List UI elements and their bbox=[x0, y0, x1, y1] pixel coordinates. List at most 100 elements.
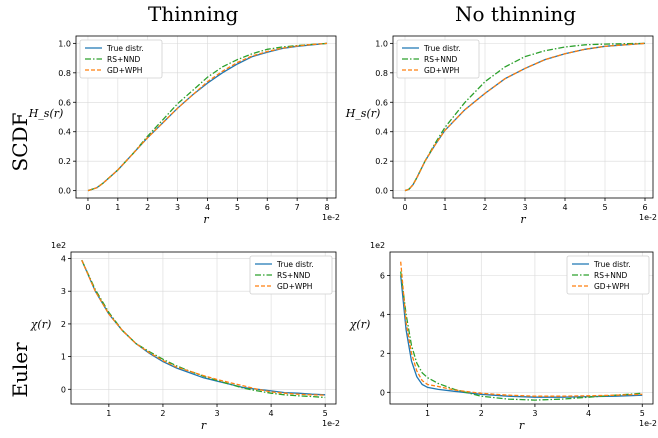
x-tick-label: 2 bbox=[482, 203, 487, 212]
x-tick-label: 3 bbox=[175, 203, 180, 212]
y-axis-label: H_s(r) bbox=[345, 107, 381, 120]
y-axis-label: χ(r) bbox=[30, 318, 52, 331]
x-tick-label: 4 bbox=[562, 203, 567, 212]
x-tick-label: 6 bbox=[642, 203, 647, 212]
column-title-no-thinning: No thinning bbox=[455, 2, 577, 26]
y-tick-label: 0.6 bbox=[58, 98, 71, 107]
x-tick-label: 2 bbox=[160, 409, 165, 418]
x-axis-label: r bbox=[519, 419, 525, 432]
legend: True distr. RS+NND GD+WPH bbox=[566, 255, 650, 295]
legend-label: True distr. bbox=[593, 260, 631, 269]
x-tick-label: 0 bbox=[85, 203, 90, 212]
legend-label: GD+WPH bbox=[594, 282, 629, 291]
y-tick-label: 0.0 bbox=[375, 187, 388, 196]
series-line-rs-nnd bbox=[400, 271, 643, 401]
y-tick-label: 6 bbox=[380, 271, 385, 280]
y-tick-label: 0.8 bbox=[58, 69, 71, 78]
panel-top-left: 0 1 2 3 4 5 6 7 8 0.0 0.2 0.4 0.6 0.8 1.0 1e-2 r H_s(r) Tr… bbox=[28, 35, 340, 226]
y-offset-label: 1e2 bbox=[51, 241, 66, 250]
axes-frame bbox=[75, 35, 337, 199]
series-line-true-distr- bbox=[400, 275, 643, 398]
x-axis-label: r bbox=[201, 419, 207, 432]
legend-box bbox=[249, 255, 333, 295]
legend-box bbox=[79, 39, 163, 79]
x-tick-label: 7 bbox=[295, 203, 300, 212]
legend-box bbox=[566, 255, 650, 295]
y-tick-label: 1.0 bbox=[375, 39, 388, 48]
y-tick-label: 0.2 bbox=[58, 157, 71, 166]
series-line-gd-wph bbox=[81, 259, 326, 396]
panel-bottom-left: 1 2 3 4 5 0 1 2 3 4 1e-2 1e2 r χ(r) True distr. RS+NND G… bbox=[30, 241, 340, 432]
y-tick-label: 0.8 bbox=[375, 69, 388, 78]
x-tick-label: 4 bbox=[205, 203, 210, 212]
axes-frame bbox=[389, 251, 654, 405]
y-tick-label: 3 bbox=[61, 287, 66, 296]
x-tick-label: 5 bbox=[323, 409, 328, 418]
legend: True distr. RS+NND GD+WPH bbox=[396, 39, 480, 79]
y-tick-label: 2 bbox=[61, 320, 66, 329]
x-offset-label: 1e-2 bbox=[322, 213, 340, 222]
y-axis-label: H_s(r) bbox=[28, 107, 64, 120]
y-tick-label: 2 bbox=[380, 349, 385, 358]
column-title-thinning: Thinning bbox=[148, 2, 239, 26]
legend-box bbox=[396, 39, 480, 79]
x-tick-label: 2 bbox=[145, 203, 150, 212]
legend-label: RS+NND bbox=[424, 55, 457, 64]
x-tick-label: 4 bbox=[586, 409, 591, 418]
legend-label: True distr. bbox=[106, 44, 144, 53]
legend-label: True distr. bbox=[423, 44, 461, 53]
series-line-gd-wph bbox=[400, 261, 643, 397]
x-tick-label: 4 bbox=[269, 409, 274, 418]
legend-label: RS+NND bbox=[107, 55, 140, 64]
legend-label: RS+NND bbox=[277, 271, 310, 280]
series-line-gd-wph bbox=[404, 42, 646, 192]
y-tick-label: 0 bbox=[380, 388, 385, 397]
x-offset-label: 1e-2 bbox=[639, 419, 657, 428]
y-tick-label: 0.4 bbox=[375, 128, 388, 137]
legend-label: GD+WPH bbox=[424, 66, 459, 75]
panel-bottom-right: 1 2 3 4 5 0 2 4 6 1e-2 1e2 r χ(r) True distr. RS+NND GD… bbox=[349, 241, 657, 432]
x-tick-label: 3 bbox=[522, 203, 527, 212]
y-offset-label: 1e2 bbox=[370, 241, 385, 250]
x-tick-label: 1 bbox=[115, 203, 120, 212]
x-axis-label: r bbox=[203, 213, 209, 226]
y-tick-label: 1 bbox=[61, 353, 66, 362]
y-tick-label: 0.2 bbox=[375, 157, 388, 166]
y-tick-label: 0.6 bbox=[375, 98, 388, 107]
legend-label: True distr. bbox=[276, 260, 314, 269]
x-tick-label: 5 bbox=[235, 203, 240, 212]
x-tick-label: 6 bbox=[265, 203, 270, 212]
x-axis-label: r bbox=[520, 213, 526, 226]
y-tick-label: 0.0 bbox=[58, 187, 71, 196]
y-tick-label: 4 bbox=[380, 310, 385, 319]
legend: True distr. RS+NND GD+WPH bbox=[79, 39, 163, 79]
x-tick-label: 1 bbox=[442, 203, 447, 212]
x-tick-label: 3 bbox=[214, 409, 219, 418]
legend: True distr. RS+NND GD+WPH bbox=[249, 255, 333, 295]
x-tick-label: 8 bbox=[324, 203, 329, 212]
y-tick-label: 0 bbox=[61, 385, 66, 394]
x-tick-label: 0 bbox=[402, 203, 407, 212]
x-tick-label: 1 bbox=[106, 409, 111, 418]
x-tick-label: 1 bbox=[425, 409, 430, 418]
x-offset-label: 1e-2 bbox=[322, 419, 340, 428]
x-offset-label: 1e-2 bbox=[639, 213, 657, 222]
legend-label: RS+NND bbox=[594, 271, 627, 280]
axes-frame bbox=[392, 35, 654, 199]
legend-label: GD+WPH bbox=[107, 66, 142, 75]
series-line-rs-nnd bbox=[87, 42, 328, 192]
x-tick-label: 5 bbox=[602, 203, 607, 212]
y-tick-label: 1.0 bbox=[58, 39, 71, 48]
x-tick-label: 3 bbox=[532, 409, 537, 418]
y-axis-label: χ(r) bbox=[349, 318, 371, 331]
panel-top-right: 0 1 2 3 4 5 6 0.0 0.2 0.4 0.6 0.8 1.0 1e-2 r H_s(r) True… bbox=[345, 35, 657, 226]
y-tick-label: 0.4 bbox=[58, 128, 71, 137]
axes-frame bbox=[70, 251, 337, 405]
x-tick-label: 2 bbox=[479, 409, 484, 418]
legend-label: GD+WPH bbox=[277, 282, 312, 291]
x-tick-label: 5 bbox=[640, 409, 645, 418]
y-tick-label: 4 bbox=[61, 255, 66, 264]
series-line-gd-wph bbox=[87, 42, 328, 192]
